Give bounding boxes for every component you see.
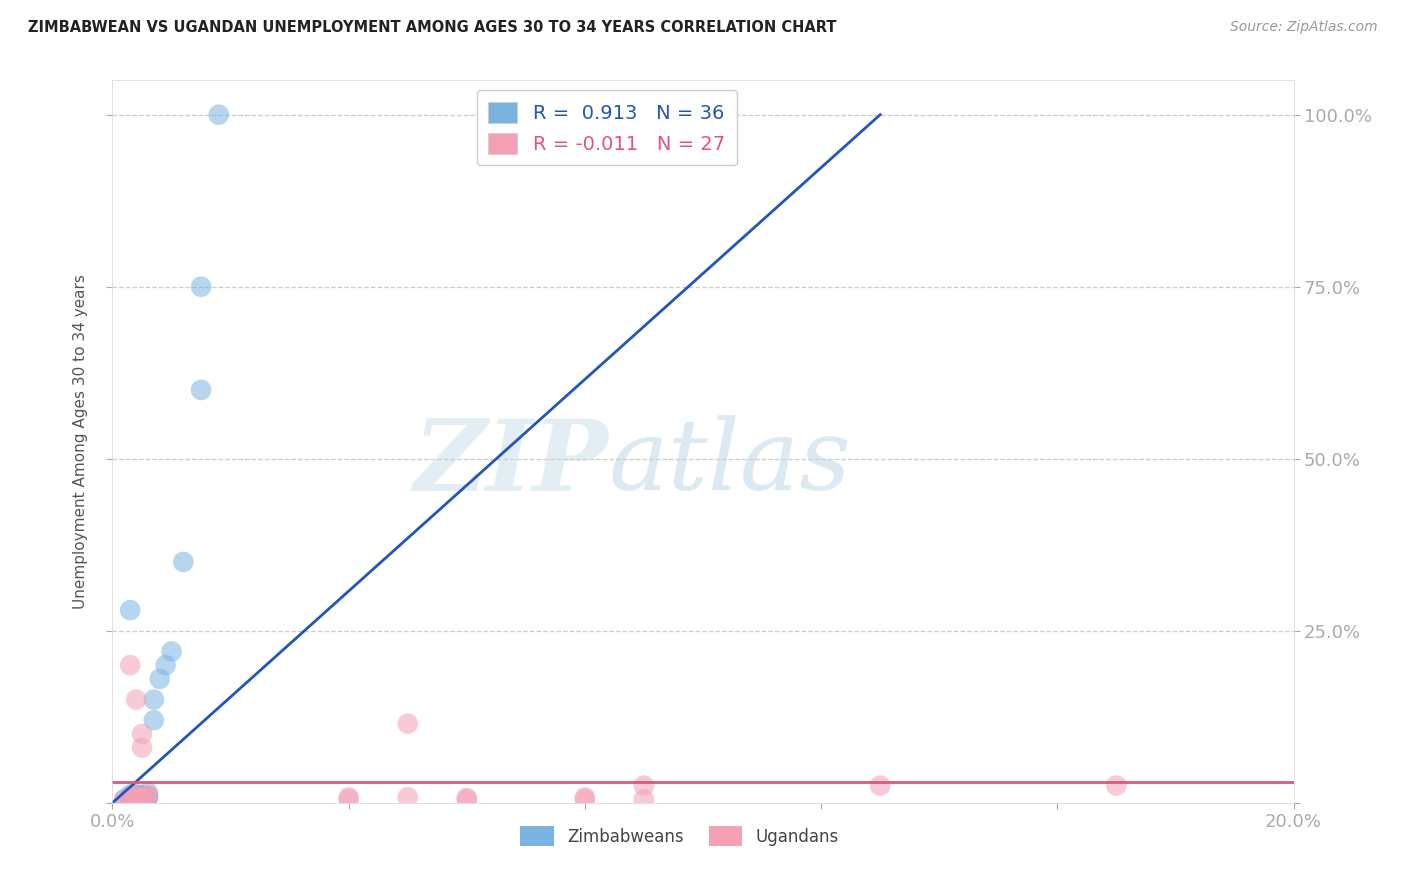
- Point: [131, 791, 153, 805]
- Point: [155, 658, 177, 673]
- Point: [149, 672, 172, 686]
- Point: [125, 792, 148, 806]
- Point: [136, 789, 159, 803]
- Point: [136, 789, 159, 803]
- Point: [633, 792, 655, 806]
- Point: [112, 792, 135, 806]
- Point: [131, 789, 153, 803]
- Point: [190, 383, 212, 397]
- Point: [574, 792, 596, 806]
- Point: [136, 785, 159, 799]
- Point: [574, 790, 596, 805]
- Point: [125, 790, 148, 805]
- Point: [131, 791, 153, 805]
- Point: [131, 789, 153, 804]
- Point: [131, 727, 153, 741]
- Point: [131, 790, 153, 805]
- Point: [120, 792, 142, 806]
- Point: [125, 692, 148, 706]
- Point: [125, 787, 148, 801]
- Point: [131, 791, 153, 805]
- Text: Source: ZipAtlas.com: Source: ZipAtlas.com: [1230, 20, 1378, 34]
- Point: [337, 792, 360, 806]
- Point: [120, 790, 142, 805]
- Point: [172, 555, 194, 569]
- Text: ZIMBABWEAN VS UGANDAN UNEMPLOYMENT AMONG AGES 30 TO 34 YEARS CORRELATION CHART: ZIMBABWEAN VS UGANDAN UNEMPLOYMENT AMONG…: [28, 20, 837, 35]
- Point: [869, 779, 891, 793]
- Point: [136, 789, 159, 803]
- Point: [337, 790, 360, 805]
- Point: [131, 791, 153, 805]
- Point: [208, 108, 231, 122]
- Point: [131, 790, 153, 805]
- Point: [160, 644, 183, 658]
- Point: [120, 789, 142, 804]
- Point: [120, 791, 142, 805]
- Point: [131, 740, 153, 755]
- Point: [131, 789, 153, 803]
- Point: [136, 790, 159, 805]
- Point: [396, 716, 419, 731]
- Point: [136, 790, 159, 805]
- Point: [131, 790, 153, 805]
- Point: [125, 789, 148, 803]
- Point: [142, 692, 165, 706]
- Point: [125, 792, 148, 806]
- Point: [112, 792, 135, 806]
- Point: [125, 791, 148, 805]
- Point: [1105, 779, 1128, 793]
- Point: [190, 279, 212, 293]
- Point: [125, 792, 148, 806]
- Point: [125, 790, 148, 805]
- Point: [125, 789, 148, 803]
- Point: [125, 792, 148, 806]
- Legend: Zimbabweans, Ugandans: Zimbabweans, Ugandans: [513, 820, 845, 852]
- Point: [633, 779, 655, 793]
- Point: [125, 789, 148, 803]
- Point: [120, 791, 142, 805]
- Point: [120, 791, 142, 805]
- Point: [120, 658, 142, 673]
- Point: [131, 792, 153, 806]
- Point: [396, 790, 419, 805]
- Point: [120, 603, 142, 617]
- Y-axis label: Unemployment Among Ages 30 to 34 years: Unemployment Among Ages 30 to 34 years: [73, 274, 89, 609]
- Text: ZIP: ZIP: [413, 415, 609, 511]
- Point: [120, 788, 142, 802]
- Text: atlas: atlas: [609, 416, 851, 511]
- Point: [456, 791, 478, 805]
- Point: [142, 713, 165, 727]
- Point: [456, 792, 478, 806]
